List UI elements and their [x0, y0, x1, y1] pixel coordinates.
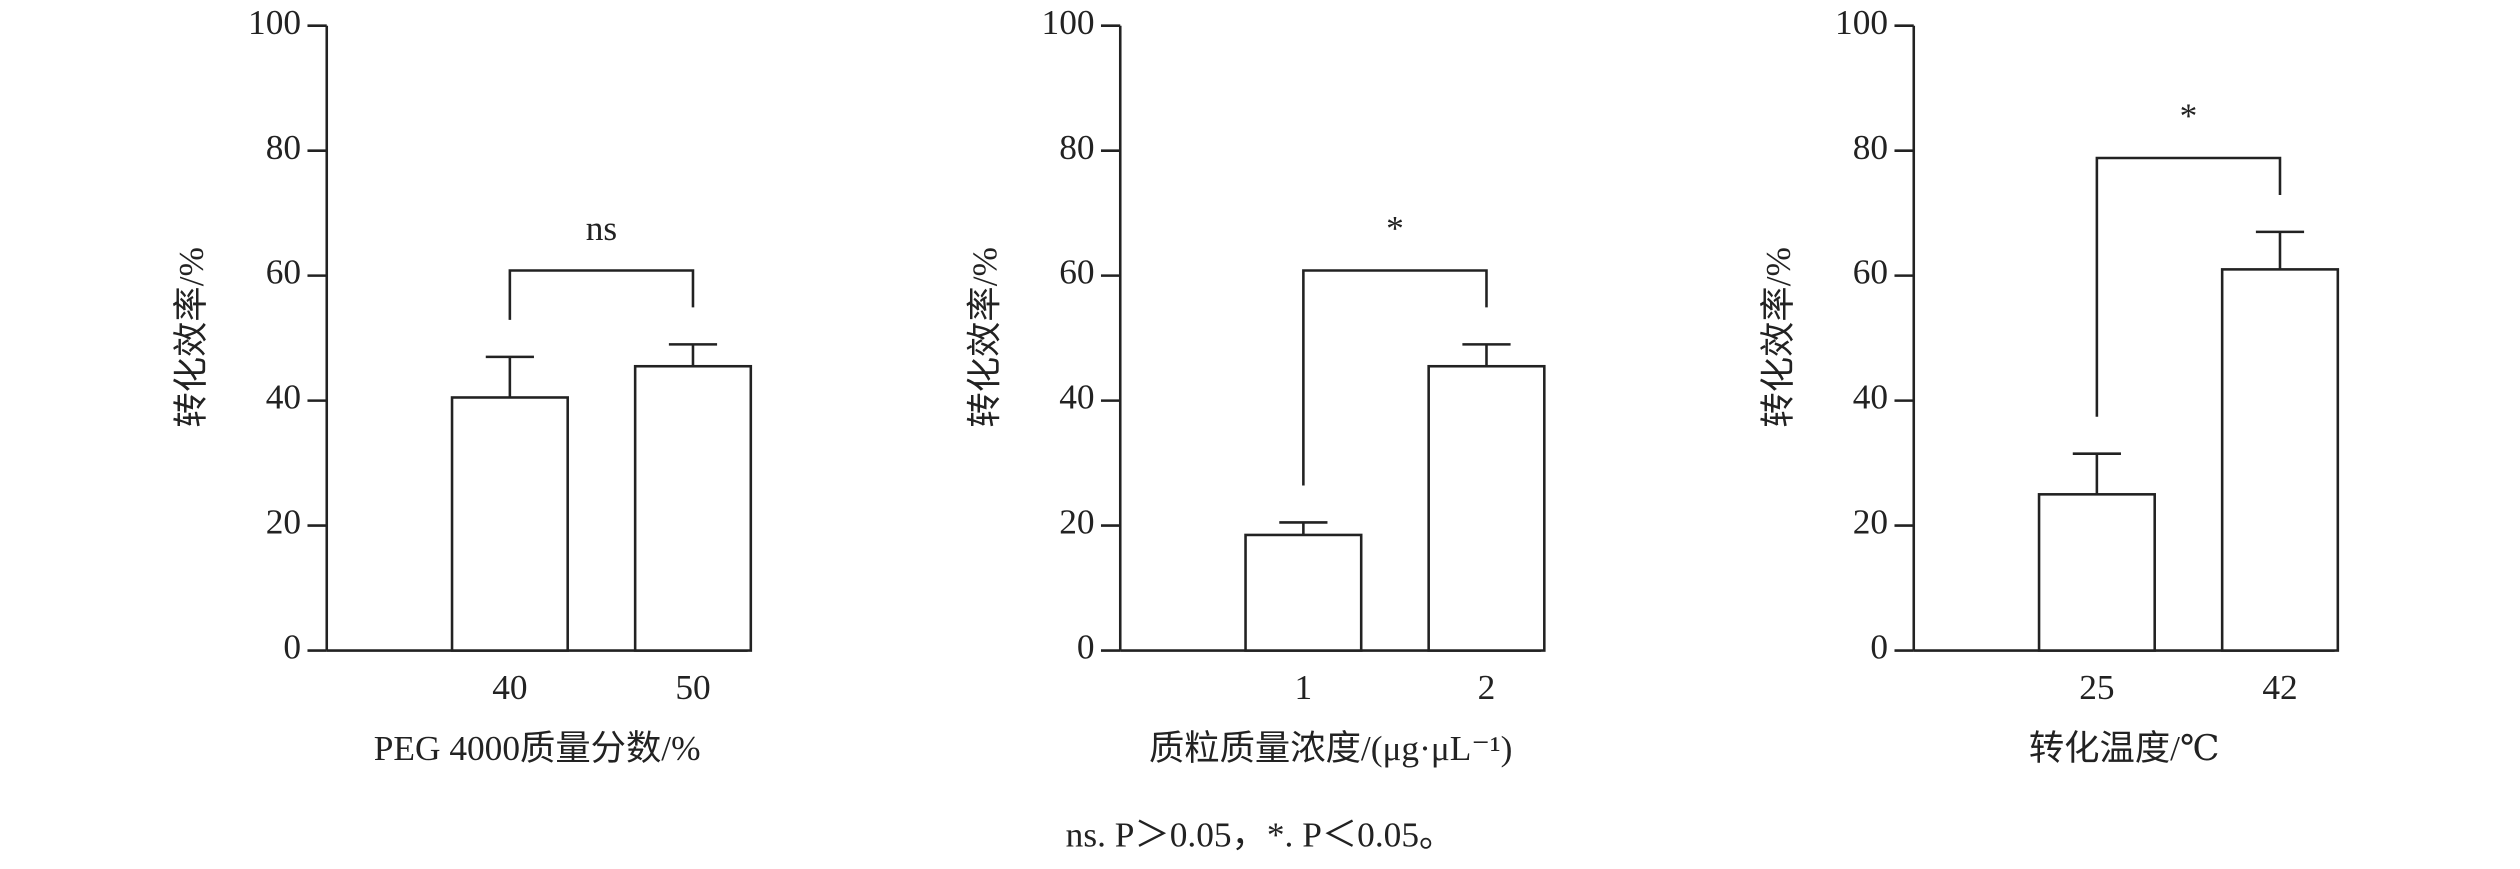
y-tick-label: 0 — [1077, 628, 1095, 667]
y-tick-label: 0 — [283, 628, 301, 667]
x-tick-label: 42 — [2262, 668, 2297, 707]
x-tick-label: 40 — [492, 668, 527, 707]
bar — [1427, 364, 1546, 652]
significance-bracket — [508, 269, 695, 320]
significance-label: * — [2180, 97, 2198, 136]
y-tick-label: 20 — [266, 503, 301, 542]
y-tick-label: 80 — [1059, 128, 1094, 167]
x-tick-label: 2 — [1478, 668, 1496, 707]
y-tick-label: 80 — [1853, 128, 1888, 167]
significance-bracket — [1302, 269, 1488, 486]
bar — [2037, 493, 2156, 652]
significance-bracket — [2095, 156, 2282, 417]
x-axis-label: 转化温度/℃ — [2029, 729, 2220, 768]
y-tick-label: 80 — [266, 128, 301, 167]
footnote: ns. P＞0.05，*. P＜0.05。 — [1066, 816, 1455, 855]
y-axis-label: 转化效率/% — [172, 247, 211, 428]
y-axis-label: 转化效率/% — [1759, 247, 1798, 428]
bar — [1244, 533, 1363, 652]
bar — [633, 364, 753, 652]
x-tick-label: 25 — [2079, 668, 2114, 707]
y-axis-label: 转化效率/% — [966, 247, 1005, 428]
y-tick-label: 100 — [248, 3, 301, 42]
y-tick-label: 100 — [1835, 3, 1888, 42]
y-tick-label: 0 — [1870, 628, 1888, 667]
x-tick-label: 50 — [675, 668, 710, 707]
y-tick-label: 20 — [1059, 503, 1094, 542]
x-tick-label: 1 — [1295, 668, 1313, 707]
y-tick-label: 60 — [266, 253, 301, 292]
y-tick-label: 60 — [1853, 253, 1888, 292]
y-tick-label: 100 — [1042, 3, 1095, 42]
significance-label: * — [1386, 209, 1404, 248]
y-tick-label: 40 — [1059, 378, 1094, 417]
bar — [2220, 268, 2340, 652]
x-axis-label: 质粒质量浓度/(μg·μL⁻¹) — [1149, 729, 1512, 768]
y-tick-label: 60 — [1059, 253, 1094, 292]
y-tick-label: 20 — [1853, 503, 1888, 542]
y-tick-label: 40 — [1853, 378, 1888, 417]
x-axis-label: PEG 4000质量分数/% — [374, 729, 701, 768]
significance-label: ns — [586, 209, 617, 248]
y-tick-label: 40 — [266, 378, 301, 417]
bar — [450, 396, 569, 652]
